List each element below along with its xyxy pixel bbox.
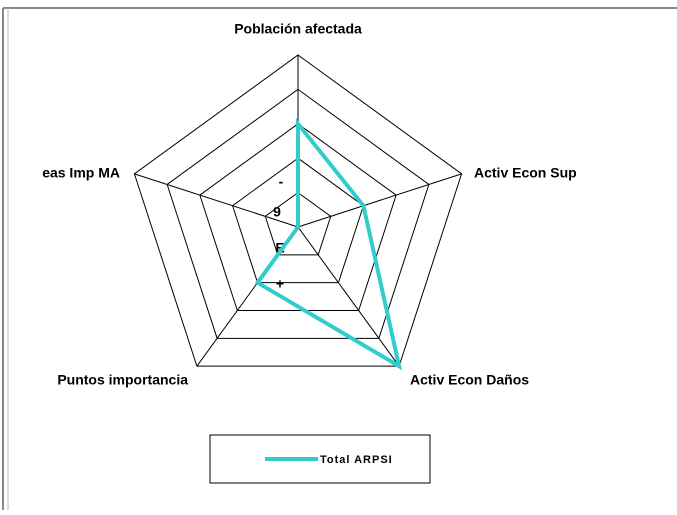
axis-mark: E [275,240,284,256]
axis-label: Activ Econ Sup [474,165,577,181]
spoke [134,173,299,228]
axis-label: Activ Econ Daños [410,372,529,388]
spoke [297,226,400,367]
spoke [297,173,462,228]
legend-box [209,434,431,484]
grid-ring [166,88,430,339]
series-line [254,118,403,371]
axis-mark: + [276,276,284,292]
grid-ring [133,54,463,367]
axis-mark: - [279,174,284,190]
grid-ring [199,123,397,311]
axis-mark: 9 [273,204,281,220]
grid-ring [264,191,332,256]
legend-label: Total ARPSI [320,454,393,466]
axis-label: Población afectada [234,21,362,37]
axis-label: eas Imp MA [42,165,120,181]
axis-label: Puntos importancia [57,372,188,388]
grid-ring [231,157,365,284]
